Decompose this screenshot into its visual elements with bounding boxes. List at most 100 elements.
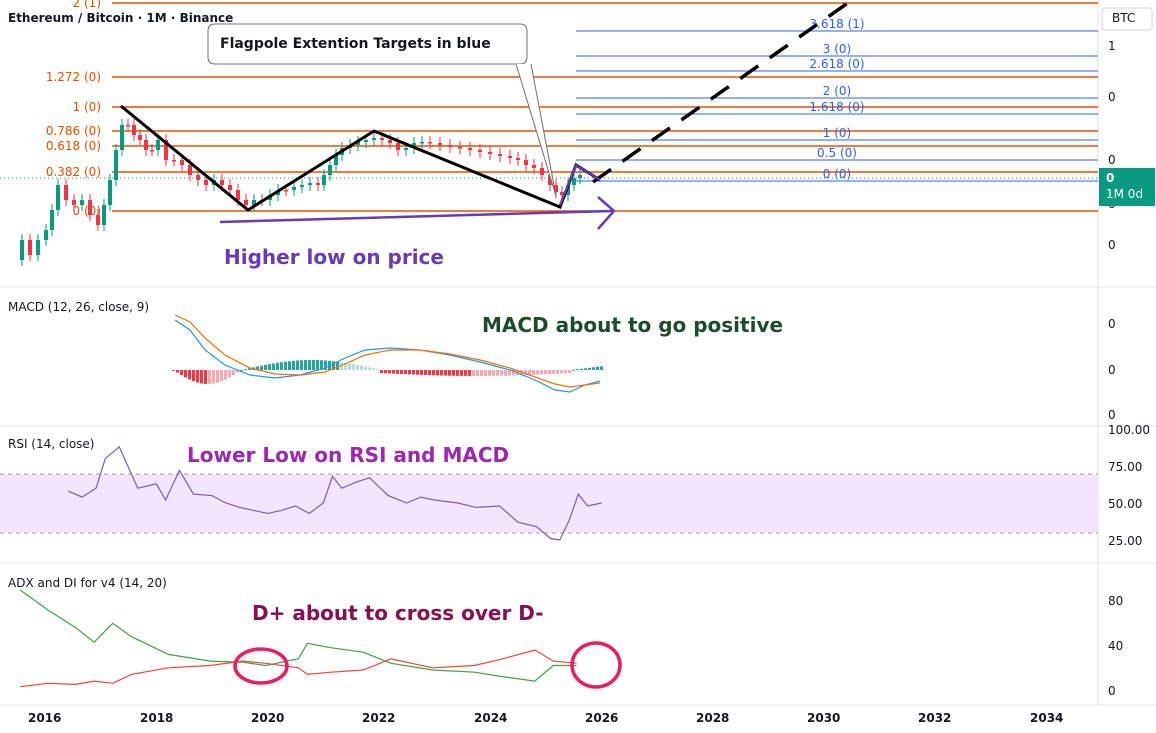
time-axis-tick: 2028 xyxy=(696,711,729,725)
flagpole-purple-leg xyxy=(559,163,601,206)
macd-title[interactable]: MACD (12, 26, close, 9) xyxy=(8,300,149,314)
macd-hist-bar xyxy=(512,370,515,376)
candle-body xyxy=(64,185,68,200)
macd-hist-bar xyxy=(508,370,511,376)
zigzag-pattern-line xyxy=(120,104,601,212)
macd-hist-bar xyxy=(592,367,595,370)
macd-line xyxy=(174,319,601,393)
candle-body xyxy=(448,145,452,147)
higher-low-note: Higher low on price xyxy=(224,245,444,269)
macd-hist-bar xyxy=(436,370,439,376)
rsi-scale-label: 50.00 xyxy=(1108,497,1142,511)
macd-hist-bar xyxy=(548,370,551,375)
last-price-value: 0 xyxy=(1106,171,1114,185)
macd-hist-bar xyxy=(544,370,547,375)
flagpole-projection-dashed xyxy=(591,0,854,184)
candle-body xyxy=(102,205,106,225)
candle-body xyxy=(72,200,76,205)
candle-body xyxy=(540,168,544,175)
candle-body xyxy=(412,143,416,148)
macd-hist-bar xyxy=(480,370,483,376)
macd-hist-bar xyxy=(420,370,423,375)
macd-hist-bar xyxy=(316,360,319,370)
price-scale[interactable]: 1 0 0 0 0 xyxy=(1108,39,1116,252)
fib-blue-label: 1 (0) xyxy=(823,126,851,140)
price-scale-label: 0 xyxy=(1108,90,1116,104)
macd-hist-bar xyxy=(384,370,387,374)
macd-hist-bar xyxy=(596,366,599,370)
candle-body xyxy=(396,143,400,150)
macd-hist-bar xyxy=(196,370,199,383)
macd-hist-bar xyxy=(536,370,539,375)
macd-hist-bar xyxy=(272,363,275,370)
time-axis-tick: 2034 xyxy=(1030,711,1063,725)
candle-body xyxy=(334,155,338,165)
adx-scale-label: 0 xyxy=(1108,684,1116,698)
candle-body xyxy=(188,165,192,175)
macd-hist-bar xyxy=(504,370,507,376)
last-price-badge[interactable]: 0 1M 0d xyxy=(1099,168,1155,206)
candle-body xyxy=(150,150,154,152)
macd-hist-bar xyxy=(472,370,475,376)
macd-hist-bar xyxy=(412,370,415,375)
candle-body xyxy=(144,140,148,150)
candle-body xyxy=(28,240,32,255)
candle-body xyxy=(120,125,124,150)
fib-blue-label: 3 (0) xyxy=(823,42,851,56)
adx-title[interactable]: ADX and DI for v4 (14, 20) xyxy=(8,576,167,590)
macd-hist-bar xyxy=(396,370,399,374)
macd-hist-bar xyxy=(380,370,383,373)
candle-body xyxy=(236,190,240,200)
candle-body xyxy=(180,160,184,165)
macd-hist-bar xyxy=(356,364,359,370)
symbol-title[interactable]: Ethereum / Bitcoin · 1M · Binance xyxy=(8,11,233,25)
macd-hist-bar xyxy=(348,363,351,370)
macd-hist-bar xyxy=(324,360,327,370)
rsi-title[interactable]: RSI (14, close) xyxy=(8,437,94,451)
candle-body xyxy=(132,125,136,135)
price-scale-label: 0 xyxy=(1108,153,1116,167)
candle-body xyxy=(356,142,360,145)
price-candles xyxy=(20,119,582,266)
macd-hist-bar xyxy=(580,368,583,370)
macd-hist-bar xyxy=(256,366,259,370)
macd-hist-bar xyxy=(236,370,239,373)
macd-hist-bar xyxy=(240,370,243,371)
macd-hist-bar xyxy=(532,370,535,375)
rsi-scale-label: 100.00 xyxy=(1108,423,1150,437)
candle-body xyxy=(20,240,24,260)
macd-hist-bar xyxy=(188,370,191,380)
candle-body xyxy=(554,185,558,192)
macd-hist-bar xyxy=(444,370,447,376)
candle-body xyxy=(204,180,208,185)
candle-body xyxy=(108,180,112,205)
candle-body xyxy=(372,138,376,140)
candle-body xyxy=(322,175,326,185)
macd-note: MACD about to go positive xyxy=(482,313,783,337)
candle-body xyxy=(420,142,424,144)
currency-label[interactable]: BTC xyxy=(1112,11,1135,25)
time-axis[interactable]: 2016 2018 2020 2022 2024 2026 2028 2030 … xyxy=(28,711,1063,725)
candle-body xyxy=(36,240,40,255)
macd-hist-bar xyxy=(264,364,267,370)
candle-body xyxy=(508,156,512,158)
macd-hist-bar xyxy=(408,370,411,375)
macd-hist-bar xyxy=(556,370,559,374)
fib-orange-label: 0.382 (0) xyxy=(46,165,101,179)
macd-hist-bar xyxy=(172,370,175,371)
macd-hist-bar xyxy=(388,370,391,374)
time-axis-tick: 2020 xyxy=(251,711,284,725)
higher-low-arrow xyxy=(219,209,613,224)
macd-hist-bar xyxy=(364,366,367,370)
candle-body xyxy=(300,185,304,187)
di-minus-line xyxy=(19,649,577,688)
rsi-scale-label: 25.00 xyxy=(1108,534,1142,548)
fib-orange-label: 0 (0) xyxy=(73,204,101,218)
macd-hist-bar xyxy=(432,370,435,376)
macd-hist-bar xyxy=(584,368,587,370)
macd-hist-bar xyxy=(352,364,355,370)
fib-blue-label: 3.618 (1) xyxy=(809,17,864,31)
macd-hist-bar xyxy=(332,361,335,370)
macd-hist-bar xyxy=(204,370,207,384)
